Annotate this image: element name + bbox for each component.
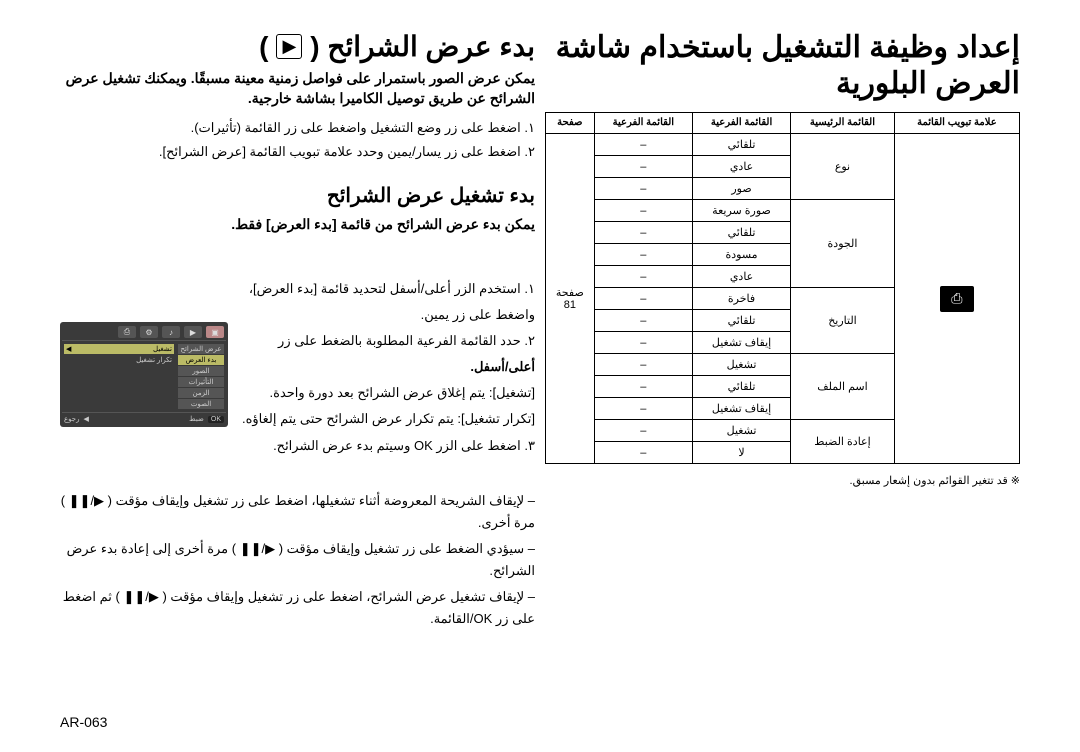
step-b3: ٣. اضغط على الزر OK وسيتم بدء عرض الشرائ… — [235, 435, 535, 457]
camera-menu-screenshot: ▣ ▶ ♪ ⚙ ⎙ عرض الشرائحبدء العرضالصورالتأث… — [60, 322, 228, 427]
step-a1: ١. اضغط على زر وضع التشغيل واضغط على زر … — [60, 118, 535, 139]
sub-title-left: بدء تشغيل عرض الشرائح — [60, 183, 535, 208]
menu-set-label: ضبط — [189, 415, 204, 423]
th-sub1: القائمة الفرعية — [692, 113, 790, 134]
step-b-repeat: [تكرار تشغيل]: يتم تكرار عرض الشرائح حتى… — [235, 408, 535, 430]
printer-icon: ⎙ — [940, 286, 974, 312]
slideshow-play-icon: ▶ — [276, 34, 302, 59]
table-footnote: ※ قد تتغير القوائم بدون إشعار مسبق. — [545, 474, 1020, 487]
settings-table: علامة تبويب القائمة القائمة الرئيسية الق… — [545, 112, 1020, 464]
menu-tab-icon: ▣ — [206, 326, 224, 338]
title-left-text: بدء عرض الشرائح ( — [310, 30, 535, 63]
sub-note-left: يمكن بدء عرض الشرائح من قائمة [بدء العرض… — [60, 216, 535, 233]
menu-back-label: رجوع — [64, 415, 80, 423]
intro-text: يمكن عرض الصور باستمرار على فواصل زمنية … — [60, 69, 535, 108]
dash-notes: – لإيقاف الشريحة المعروضة أثناء تشغيلها،… — [60, 490, 535, 635]
step-b1b: واضغط على زر يمين. — [235, 304, 535, 326]
step-a2: ٢. اضغط على زر يسار/يمين وحدد علامة تبوي… — [60, 142, 535, 163]
steps-block: ١. استخدم الزر أعلى/أسفل لتحديد قائمة [ب… — [235, 278, 535, 461]
menu-back-arrow: ◀ — [84, 415, 89, 423]
th-main: القائمة الرئيسية — [791, 113, 895, 134]
menu-tab-icon: ⚙ — [140, 326, 158, 338]
td-sub2: – — [594, 134, 692, 156]
step-b2a: ٢. حدد القائمة الفرعية المطلوبة بالضغط ع… — [235, 330, 535, 352]
main-title-left: بدء عرض الشرائح ( ▶ ) — [60, 30, 535, 63]
td-main: نوع — [791, 134, 895, 200]
menu-tab-icon: ▶ — [184, 326, 202, 338]
step-b1a: ١. استخدم الزر أعلى/أسفل لتحديد قائمة [ب… — [235, 278, 535, 300]
dash3: – لإيقاف تشغيل عرض الشرائح، اضغط على زر … — [60, 586, 535, 630]
th-sub2: القائمة الفرعية — [594, 113, 692, 134]
th-page: صفحة — [546, 113, 595, 134]
dash2: – سيؤدي الضغط على زر تشغيل وإيقاف مؤقت (… — [60, 538, 535, 582]
dash1: – لإيقاف الشريحة المعروضة أثناء تشغيلها،… — [60, 490, 535, 534]
title-left-paren: ) — [259, 31, 268, 63]
menu-ok-btn: OK — [208, 416, 224, 423]
td-page: صفحة81 — [546, 134, 595, 464]
menu-tab-icon: ⎙ — [118, 326, 136, 338]
step-b2b: أعلى/أسفل. — [235, 356, 535, 378]
td-sub1: تلقائي — [692, 134, 790, 156]
menu-tab-icon: ♪ — [162, 326, 180, 338]
step-b-play: [تشغيل]: يتم إغلاق عرض الشرائح بعد دورة … — [235, 382, 535, 404]
page-number: AR-063 — [60, 714, 107, 730]
th-tab: علامة تبويب القائمة — [894, 113, 1019, 134]
main-title-right: إعداد وظيفة التشغيل باستخدام شاشة العرض … — [545, 30, 1020, 102]
